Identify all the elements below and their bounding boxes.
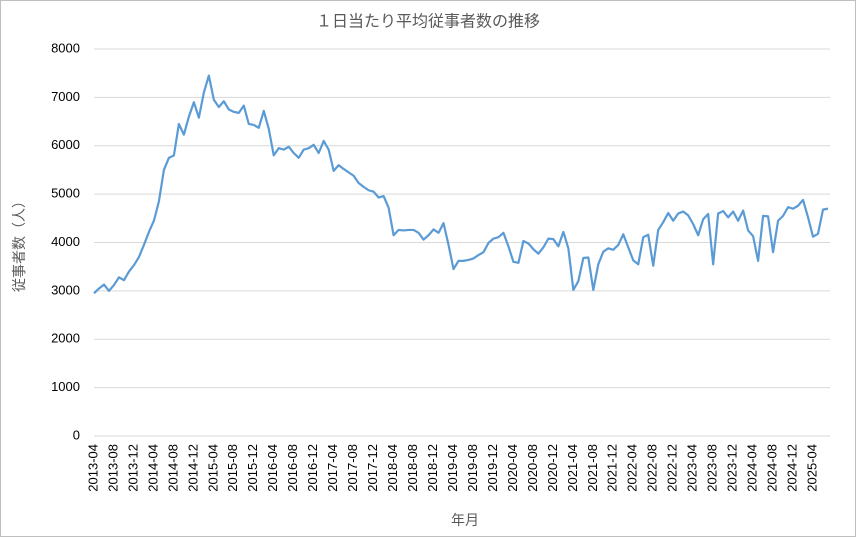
y-tick-label: 5000 [51,186,80,201]
data-line [93,74,829,295]
x-tick-label: 2017-04 [325,444,340,492]
x-tick-label: 2014-04 [145,444,160,492]
y-tick-label: 2000 [51,331,80,346]
x-tick-label: 2018-08 [405,444,420,492]
y-tick-label: 1000 [51,379,80,394]
y-tick-label: 7000 [51,89,80,104]
y-tick-label: 4000 [51,234,80,249]
chart-title: １日当たり平均従事者数の推移 [316,12,540,31]
x-tick-label: 2016-12 [305,444,320,492]
y-tick-label: 8000 [51,40,80,55]
x-tick-label: 2013-08 [105,444,120,492]
x-tick-label: 2017-12 [365,444,380,492]
x-tick-label: 2019-12 [485,444,500,492]
x-tick-label: 2016-04 [265,444,280,492]
x-tick-label: 2018-12 [425,444,440,492]
x-tick-label: 2023-12 [725,444,740,492]
x-tick-label: 2013-04 [85,444,100,492]
x-tick-label: 2020-08 [525,444,540,492]
x-tick-label: 2024-12 [784,444,799,492]
y-tick-label: 0 [73,427,80,442]
y-tick-label: 3000 [51,282,80,297]
x-tick-label: 2019-08 [465,444,480,492]
x-tick-label: 2015-08 [225,444,240,492]
x-tick-label: 2023-04 [685,444,700,492]
x-tick-label: 2015-12 [245,444,260,492]
x-tick-label: 2019-04 [445,444,460,492]
x-tick-label: 2024-08 [765,444,780,492]
x-axis-label: 年月 [451,513,479,529]
x-tick-label: 2021-04 [565,444,580,492]
x-tick-label: 2022-12 [665,444,680,492]
x-tick-label: 2014-12 [185,444,200,492]
y-axis-label: 従事者数（人） [12,194,28,292]
x-tick-label: 2025-04 [804,444,819,492]
x-tick-label: 2016-08 [285,444,300,492]
x-tick-label: 2023-08 [705,444,720,492]
x-tick-label: 2018-04 [385,444,400,492]
x-tick-label: 2014-08 [165,444,180,492]
x-tick-label: 2013-12 [125,444,140,492]
x-tick-label: 2024-04 [745,444,760,492]
x-tick-label: 2015-04 [205,444,220,492]
y-tick-label: 6000 [51,137,80,152]
x-tick-label: 2020-12 [545,444,560,492]
x-tick-label: 2022-04 [625,444,640,492]
x-tick-label: 2021-08 [585,444,600,492]
x-tick-label: 2022-08 [645,444,660,492]
x-tick-label: 2020-04 [505,444,520,492]
x-tick-label: 2017-08 [345,444,360,492]
x-tick-label: 2021-12 [605,444,620,492]
